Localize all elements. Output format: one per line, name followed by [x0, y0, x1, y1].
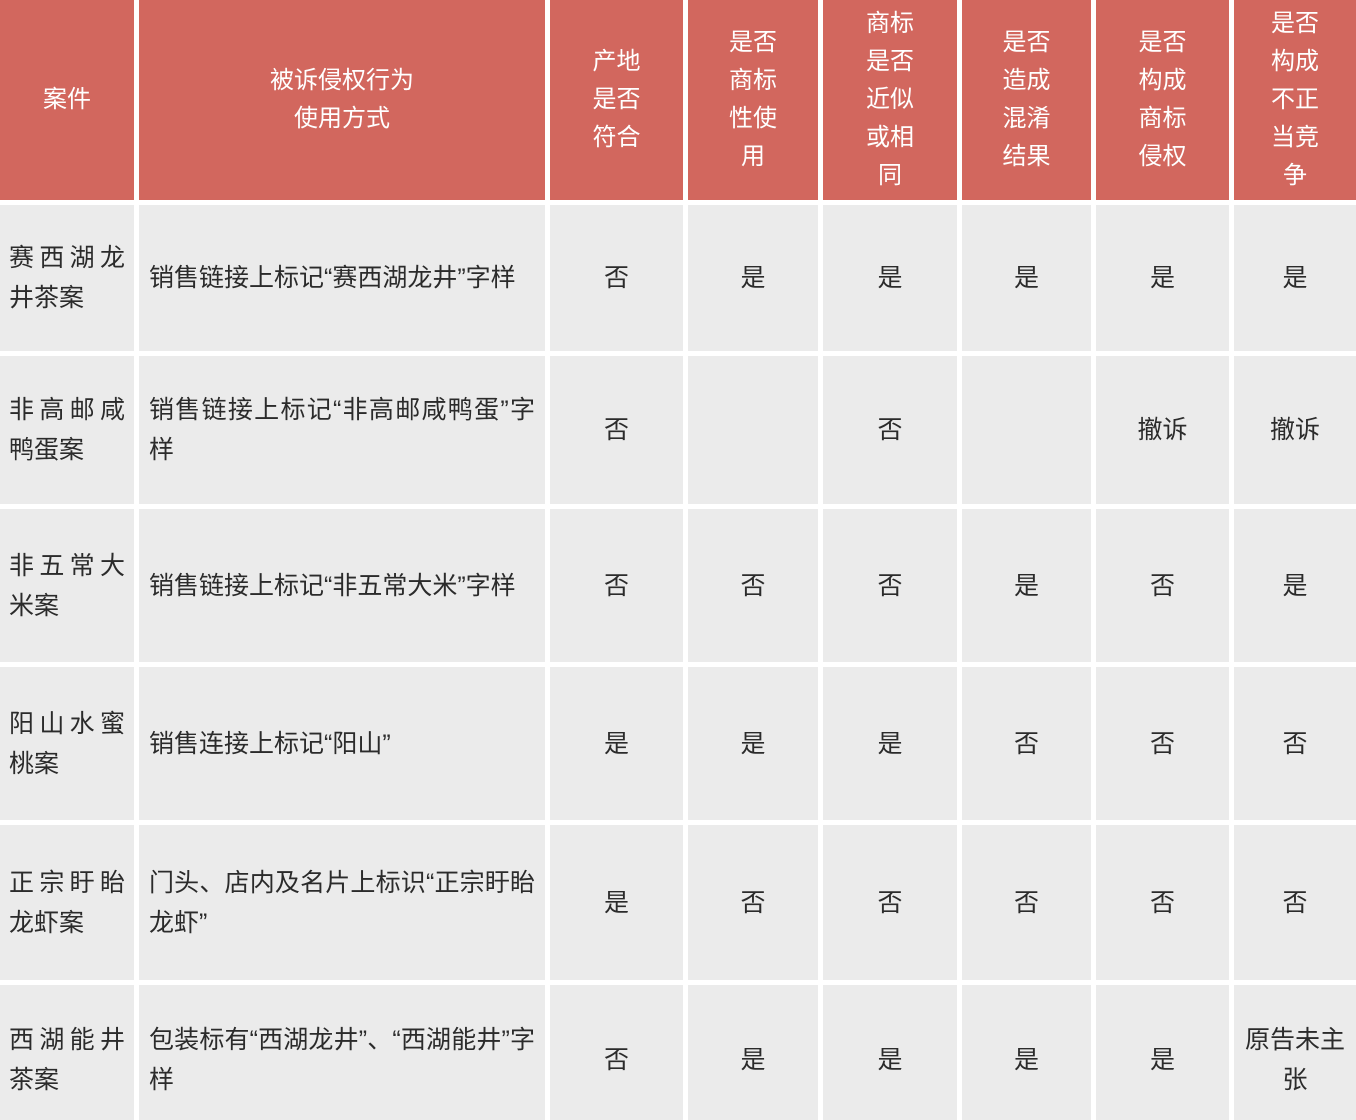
value-cell: 否: [1096, 825, 1229, 980]
value-cell: 否: [550, 509, 683, 662]
value-cell: 是: [962, 985, 1091, 1120]
value-cell: 原告未主张: [1234, 985, 1356, 1120]
header-cell-confusion: 是否造成混淆结果: [962, 0, 1091, 200]
behavior-cell: 销售链接上标记“非高邮咸鸭蛋”字样: [139, 356, 545, 504]
header-cell-behavior: 被诉侵权行为 使用方式: [139, 0, 545, 200]
value-cell: 否: [962, 667, 1091, 820]
case-cell: 非五常大米案: [0, 509, 134, 662]
behavior-cell: 门头、店内及名片上标识“正宗盱眙龙虾”: [139, 825, 545, 980]
value-cell: 否: [550, 356, 683, 504]
value-cell: 是: [962, 509, 1091, 662]
value-cell: 否: [1234, 825, 1356, 980]
behavior-text: 包装标有“西湖龙井”、“西湖能井”字样: [149, 1026, 535, 1094]
value-cell: 否: [823, 356, 957, 504]
case-cell: 赛西湖龙井茶案: [0, 205, 134, 351]
case-name: 赛西湖龙井茶案: [9, 244, 125, 312]
value-cell: 是: [688, 667, 818, 820]
value-cell: 是: [688, 205, 818, 351]
case-cell: 西湖能井茶案: [0, 985, 134, 1120]
header-label: 商标是否近似或相同: [865, 10, 914, 189]
value-cell: 撤诉: [1096, 356, 1229, 504]
case-name: 非高邮咸鸭蛋案: [9, 396, 125, 464]
header-cell-origin-match: 产地是否符合: [550, 0, 683, 200]
behavior-cell: 包装标有“西湖龙井”、“西湖能井”字样: [139, 985, 545, 1120]
value-cell: 是: [1234, 205, 1356, 351]
case-name: 西湖能井茶案: [9, 1026, 125, 1094]
value-cell: 是: [688, 985, 818, 1120]
header-cell-unfair-competition: 是否构成不正当竞争: [1234, 0, 1356, 200]
value-cell: 是: [823, 985, 957, 1120]
header-label: 被诉侵权行为 使用方式: [270, 67, 414, 132]
value-cell: 否: [962, 825, 1091, 980]
behavior-text: 销售链接上标记“非高邮咸鸭蛋”字样: [149, 396, 535, 464]
case-cell: 非高邮咸鸭蛋案: [0, 356, 134, 504]
case-name: 非五常大米案: [9, 551, 125, 620]
value-cell: 是: [1096, 985, 1229, 1120]
value-cell: 是: [1096, 205, 1229, 351]
value-cell: 否: [688, 825, 818, 980]
behavior-cell: 销售连接上标记“阳山”: [139, 667, 545, 820]
value-cell: 是: [823, 667, 957, 820]
value-cell: 否: [823, 509, 957, 662]
header-label: 产地是否符合: [592, 48, 641, 151]
behavior-text: 销售链接上标记“非五常大米”字样: [149, 571, 516, 600]
value-cell: 是: [1234, 509, 1356, 662]
header-label: 是否商标性使用: [728, 29, 777, 170]
case-cell: 阳山水蜜桃案: [0, 667, 134, 820]
value-cell: [962, 356, 1091, 504]
case-name: 正宗盱眙龙虾案: [9, 868, 125, 937]
value-cell: 撤诉: [1234, 356, 1356, 504]
value-cell: 否: [1096, 509, 1229, 662]
value-cell: 否: [550, 205, 683, 351]
value-cell: 否: [1096, 667, 1229, 820]
value-cell: 是: [550, 667, 683, 820]
value-cell: 是: [962, 205, 1091, 351]
case-name: 阳山水蜜桃案: [9, 709, 125, 778]
header-label: 是否造成混淆结果: [1002, 29, 1051, 170]
header-cell-case: 案件: [0, 0, 134, 200]
value-cell: 是: [823, 205, 957, 351]
header-label: 是否构成商标侵权: [1138, 29, 1187, 170]
value-cell: 否: [823, 825, 957, 980]
value-cell: [688, 356, 818, 504]
header-label: 案件: [43, 86, 91, 114]
value-cell: 否: [550, 985, 683, 1120]
header-cell-trademark-infringement: 是否构成商标侵权: [1096, 0, 1229, 200]
header-cell-trademark-use: 是否商标性使用: [688, 0, 818, 200]
header-label: 是否构成不正当竞争: [1270, 10, 1319, 189]
header-cell-similar-or-same: 商标是否近似或相同: [823, 0, 957, 200]
value-cell: 否: [688, 509, 818, 662]
value-cell: 否: [1234, 667, 1356, 820]
value-cell: 是: [550, 825, 683, 980]
case-cell: 正宗盱眙龙虾案: [0, 825, 134, 980]
behavior-text: 销售连接上标记“阳山”: [149, 729, 391, 758]
behavior-cell: 销售链接上标记“赛西湖龙井”字样: [139, 205, 545, 351]
behavior-text: 销售链接上标记“赛西湖龙井”字样: [149, 264, 516, 292]
behavior-cell: 销售链接上标记“非五常大米”字样: [139, 509, 545, 662]
behavior-text: 门头、店内及名片上标识“正宗盱眙龙虾”: [149, 868, 535, 937]
